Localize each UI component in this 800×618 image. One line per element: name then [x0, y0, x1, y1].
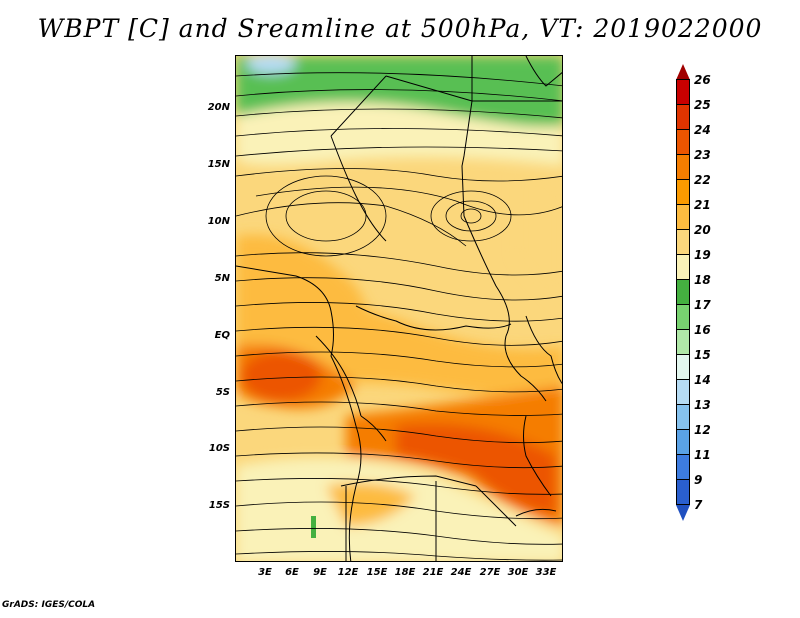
colorbar-swatch: [676, 254, 690, 280]
colorbar-swatch: [676, 229, 690, 255]
lon-label-30e: 30E: [507, 567, 529, 578]
colorbar-label: 21: [694, 198, 711, 212]
colorbar-label: 20: [694, 223, 711, 237]
colorbar-label: 16: [694, 323, 711, 337]
colorbar-swatch: [676, 104, 690, 130]
colorbar-label: 7: [694, 498, 703, 512]
map-panel: [235, 55, 563, 562]
lon-label-27e: 27E: [479, 567, 501, 578]
footer-credit: GrADS: IGES/COLA: [2, 600, 96, 610]
country-borders: [315, 56, 562, 561]
colorbar-swatch: [676, 129, 690, 155]
colorbar-swatch: [676, 329, 690, 355]
colorbar-swatch: [676, 479, 690, 505]
map-title: WBPT [C] and Sreamline at 500hPa, VT: 20…: [37, 14, 763, 43]
coastline: [236, 56, 562, 561]
colorbar-swatch: [676, 454, 690, 480]
colorbar-label: 14: [694, 373, 711, 387]
lat-label-eq: EQ: [214, 330, 230, 341]
colorbar-label: 18: [694, 273, 711, 287]
lat-label-15s: 15S: [208, 500, 230, 511]
map-canvas: [236, 56, 562, 561]
colorbar-min-arrow: [676, 505, 690, 521]
colorbar-swatch: [676, 429, 690, 455]
colorbar-label: 15: [694, 348, 711, 362]
streamlines: [236, 72, 562, 561]
lat-label-20n: 20N: [207, 102, 230, 113]
colorbar-label: 17: [694, 298, 711, 312]
lon-label-15e: 15E: [366, 567, 388, 578]
lon-label-6e: 6E: [285, 567, 299, 578]
colorbar-swatch: [676, 354, 690, 380]
colorbar-label: 25: [694, 98, 711, 112]
lon-label-21e: 21E: [422, 567, 444, 578]
colorbar-label: 22: [694, 173, 711, 187]
lon-label-18e: 18E: [394, 567, 416, 578]
colorbar-label: 9: [694, 473, 703, 487]
colorbar-label: 11: [694, 448, 711, 462]
lat-label-5n: 5N: [214, 273, 230, 284]
colorbar-label: 24: [694, 123, 711, 137]
colorbar-swatch: [676, 179, 690, 205]
lon-label-33e: 33E: [535, 567, 557, 578]
colorbar-swatch: [676, 154, 690, 180]
colorbar-swatch: [676, 379, 690, 405]
lat-label-10s: 10S: [208, 443, 230, 454]
colorbar-label: 19: [694, 248, 711, 262]
colorbar: [676, 64, 690, 521]
lon-label-12e: 12E: [337, 567, 359, 578]
colorbar-max-arrow: [676, 64, 690, 80]
lon-label-9e: 9E: [313, 567, 327, 578]
colorbar-swatch: [676, 279, 690, 305]
lon-label-3e: 3E: [258, 567, 272, 578]
colorbar-label: 26: [694, 73, 711, 87]
colorbar-label: 23: [694, 148, 711, 162]
colorbar-swatch: [676, 404, 690, 430]
lon-label-24e: 24E: [450, 567, 472, 578]
colorbar-label: 12: [694, 423, 711, 437]
colorbar-label: 13: [694, 398, 711, 412]
lat-label-15n: 15N: [207, 159, 230, 170]
colorbar-swatch: [676, 304, 690, 330]
colorbar-swatch: [676, 79, 690, 105]
lat-label-5s: 5S: [215, 387, 230, 398]
colorbar-swatch: [676, 204, 690, 230]
lat-label-10n: 10N: [207, 216, 230, 227]
